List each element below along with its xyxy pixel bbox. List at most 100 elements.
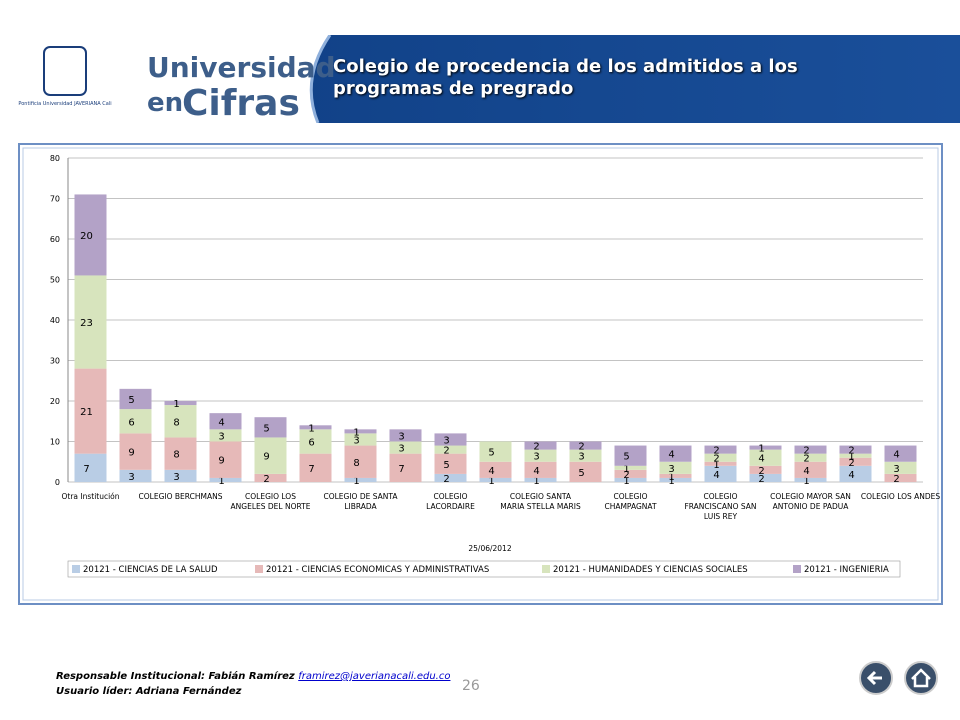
y-tick-label: 80: [50, 154, 60, 163]
bar-segment: [884, 473, 917, 482]
bar-segment: [254, 437, 287, 474]
x-tick-label: COLEGIO DE SANTA LIBRADA: [323, 492, 398, 511]
x-tick-label-box: Otra Institución: [61, 492, 119, 501]
data-label: 1: [623, 476, 629, 487]
slide-title: Colegio de procedencia de los admitidos …: [333, 56, 798, 99]
logo-text: Universidad: [147, 51, 336, 84]
bar-segment: [614, 465, 647, 470]
bar-segment: [299, 425, 332, 430]
data-label: 4: [893, 450, 899, 461]
bar-segment: [524, 477, 557, 482]
bar-segment: [569, 441, 602, 450]
bar-segment: [74, 194, 107, 276]
x-tick-label-box: COLEGIO LOS ANDES: [860, 492, 941, 501]
data-label: 4: [803, 466, 809, 477]
y-tick-label: 0: [55, 478, 60, 487]
bar-segment: [254, 417, 287, 438]
data-label: 2: [848, 458, 854, 469]
bar-segment: [344, 429, 377, 434]
bar-segment: [434, 445, 467, 454]
bar-segment: [749, 445, 782, 450]
bar-segment: [524, 449, 557, 462]
bar-segment: [794, 445, 827, 454]
legend-label: 20121 - HUMANIDADES Y CIENCIAS SOCIALES: [553, 565, 748, 575]
y-tick-label: 70: [50, 195, 60, 204]
bar-segment: [614, 469, 647, 478]
x-tick-label: COLEGIO FRANCISCANO SAN LUIS REY: [684, 492, 757, 521]
bar-segment: [704, 461, 737, 466]
data-label: 2: [713, 454, 719, 465]
x-tick-label: COLEGIO LOS ANDES: [860, 492, 941, 501]
page-number: 26: [462, 678, 480, 694]
bar-segment: [749, 465, 782, 474]
data-label: 7: [398, 464, 404, 475]
bar-segment: [659, 445, 692, 462]
bar-segment: [119, 433, 152, 470]
bar-segment: [344, 445, 377, 478]
data-label: 3: [398, 431, 404, 442]
x-tick-label-box: COLEGIO DE SANTA LIBRADA: [323, 492, 398, 511]
footer-text: Responsable Institucional: Fabián Ramíre…: [56, 671, 295, 682]
data-label: 4: [668, 450, 674, 461]
bar-segment: [704, 445, 737, 454]
data-label: 5: [578, 468, 584, 479]
data-label: 3: [668, 464, 674, 475]
bar-segment: [164, 401, 197, 406]
data-label: 2: [758, 474, 764, 485]
bar-segment: [344, 433, 377, 446]
legend-swatch: [542, 565, 550, 573]
legend-label: 20121 - INGENIERIA: [804, 565, 889, 575]
bar-segment: [299, 453, 332, 482]
data-label: 9: [128, 448, 134, 459]
data-label: 1: [668, 472, 674, 483]
x-tick-label-box: COLEGIO MAYOR SAN ANTONIO DE PADUA: [770, 492, 851, 511]
bar-segment: [434, 453, 467, 474]
data-label: 2: [533, 442, 539, 453]
email-link[interactable]: framirez@javerianacali.edu.co: [298, 671, 451, 682]
bar-segment: [74, 275, 107, 369]
data-label: 8: [173, 417, 179, 428]
bar-segment: [524, 441, 557, 450]
x-tick-label: COLEGIO SANTA MARIA STELLA MARIS: [500, 492, 581, 511]
x-tick-label: COLEGIO CHAMPAGNAT: [604, 492, 657, 511]
data-label: 3: [128, 472, 134, 483]
bar-segment: [164, 405, 197, 438]
crest: Pontificia Universidad JAVERIANA Cali: [18, 101, 111, 107]
bar-segment: [254, 473, 287, 482]
data-label: 3: [893, 464, 899, 475]
back-button[interactable]: [859, 661, 893, 695]
data-label: 4: [848, 470, 854, 481]
bar-segment: [839, 453, 872, 458]
x-tick-label: COLEGIO BERCHMANS: [138, 492, 223, 501]
logo-text: en: [147, 88, 183, 118]
bar-segment: [659, 477, 692, 482]
y-tick-label: 20: [50, 397, 60, 406]
bar-segment: [479, 461, 512, 478]
chart: 25/06/2012 010203040506070807212320Otra …: [18, 143, 943, 605]
bar-segment: [389, 429, 422, 442]
y-tick-label: 10: [50, 438, 60, 447]
x-axis-title: 25/06/2012: [468, 544, 511, 553]
bar-segment: [344, 477, 377, 482]
bar-segment: [164, 437, 197, 470]
data-label: 2: [623, 470, 629, 481]
data-label: 2: [803, 446, 809, 457]
bar-segment: [74, 368, 107, 454]
data-label: 1: [803, 476, 809, 487]
data-label: 1: [668, 476, 674, 487]
data-label: 1: [758, 444, 764, 455]
data-label: 3: [218, 431, 224, 442]
data-label: 9: [263, 452, 269, 463]
data-label: 7: [308, 464, 314, 475]
bar-segment: [884, 461, 917, 474]
x-tick-label: COLEGIO LOS ANGELES DEL NORTE: [230, 492, 311, 511]
data-label: 8: [353, 458, 359, 469]
bar-segment: [164, 469, 197, 482]
legend-swatch: [72, 565, 80, 573]
bar-segment: [479, 477, 512, 482]
data-label: 6: [128, 417, 134, 428]
chart-frame: [18, 143, 943, 605]
home-button[interactable]: [904, 661, 938, 695]
legend-swatch: [255, 565, 263, 573]
